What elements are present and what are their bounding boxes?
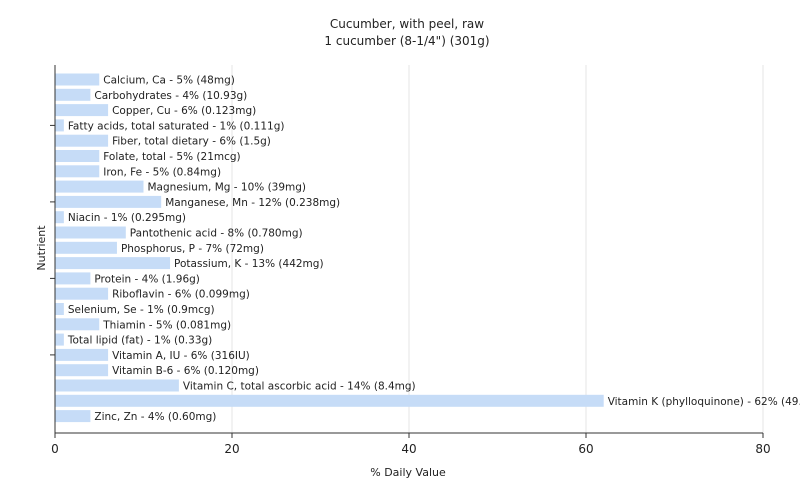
bar xyxy=(55,195,162,208)
bar-label: Selenium, Se - 1% (0.9mcg) xyxy=(68,304,215,316)
bar xyxy=(55,73,100,86)
bar-label: Vitamin K (phylloquinone) - 62% (49.4mcg… xyxy=(608,396,800,408)
bar-label: Riboflavin - 6% (0.099mg) xyxy=(112,289,250,301)
bar xyxy=(55,150,100,162)
bar-label: Copper, Cu - 6% (0.123mg) xyxy=(112,105,256,117)
bar xyxy=(55,134,109,147)
bar xyxy=(55,318,100,331)
x-tick-label: 40 xyxy=(401,442,416,456)
bar xyxy=(55,104,109,117)
bar-label: Vitamin C, total ascorbic acid - 14% (8.… xyxy=(183,381,416,393)
bar xyxy=(55,333,64,346)
bar xyxy=(55,348,109,361)
bar-label: Fatty acids, total saturated - 1% (0.111… xyxy=(68,120,285,132)
bar-label: Carbohydrates - 4% (10.93g) xyxy=(94,90,247,102)
x-axis-title: % Daily Value xyxy=(370,466,446,479)
bar xyxy=(55,226,126,239)
bar xyxy=(55,303,64,315)
bar xyxy=(55,257,171,270)
bar xyxy=(55,394,604,407)
bar-label: Phosphorus, P - 7% (72mg) xyxy=(121,243,264,255)
bar-label: Fiber, total dietary - 6% (1.5g) xyxy=(112,136,271,148)
bar xyxy=(55,287,109,300)
bar-label: Iron, Fe - 5% (0.84mg) xyxy=(103,166,221,178)
bar-label: Pantothenic acid - 8% (0.780mg) xyxy=(130,228,303,240)
chart-title: Cucumber, with peel, raw xyxy=(330,17,484,31)
bar xyxy=(55,165,100,178)
x-tick-label: 20 xyxy=(224,442,239,456)
bar xyxy=(55,241,117,254)
bar xyxy=(55,88,91,101)
bar-label: Vitamin B-6 - 6% (0.120mg) xyxy=(112,365,259,377)
bar xyxy=(55,364,109,377)
x-tick-label: 80 xyxy=(755,442,770,456)
bar xyxy=(55,211,64,224)
x-tick-label: 0 xyxy=(51,442,59,456)
bar-label: Manganese, Mn - 12% (0.238mg) xyxy=(165,197,340,209)
x-axis-ticks: 0 20 40 60 80 xyxy=(51,433,771,456)
bar xyxy=(55,119,64,132)
bar xyxy=(55,272,91,285)
x-tick-label: 60 xyxy=(578,442,593,456)
bars: Calcium, Ca - 5% (48mg) Carbohydrates - 4… xyxy=(55,73,800,423)
chart-subtitle: 1 cucumber (8-1/4") (301g) xyxy=(324,34,489,48)
bar-label: Protein - 4% (1.96g) xyxy=(94,273,200,285)
bar xyxy=(55,379,179,392)
y-axis-title: Nutrient xyxy=(35,225,48,271)
bar-label: Niacin - 1% (0.295mg) xyxy=(68,212,186,224)
bar xyxy=(55,180,144,193)
bar-label: Magnesium, Mg - 10% (39mg) xyxy=(148,182,307,194)
bar-label: Potassium, K - 13% (442mg) xyxy=(174,258,324,270)
bar-label: Zinc, Zn - 4% (0.60mg) xyxy=(94,411,216,423)
gridlines xyxy=(231,65,764,433)
bar-label: Thiamin - 5% (0.081mg) xyxy=(102,319,231,331)
bar-label: Folate, total - 5% (21mcg) xyxy=(103,151,240,163)
bar xyxy=(55,410,91,423)
bar-label: Total lipid (fat) - 1% (0.33g) xyxy=(67,335,212,347)
bar-label: Vitamin A, IU - 6% (316IU) xyxy=(112,350,250,362)
bar-label: Calcium, Ca - 5% (48mg) xyxy=(103,75,235,87)
